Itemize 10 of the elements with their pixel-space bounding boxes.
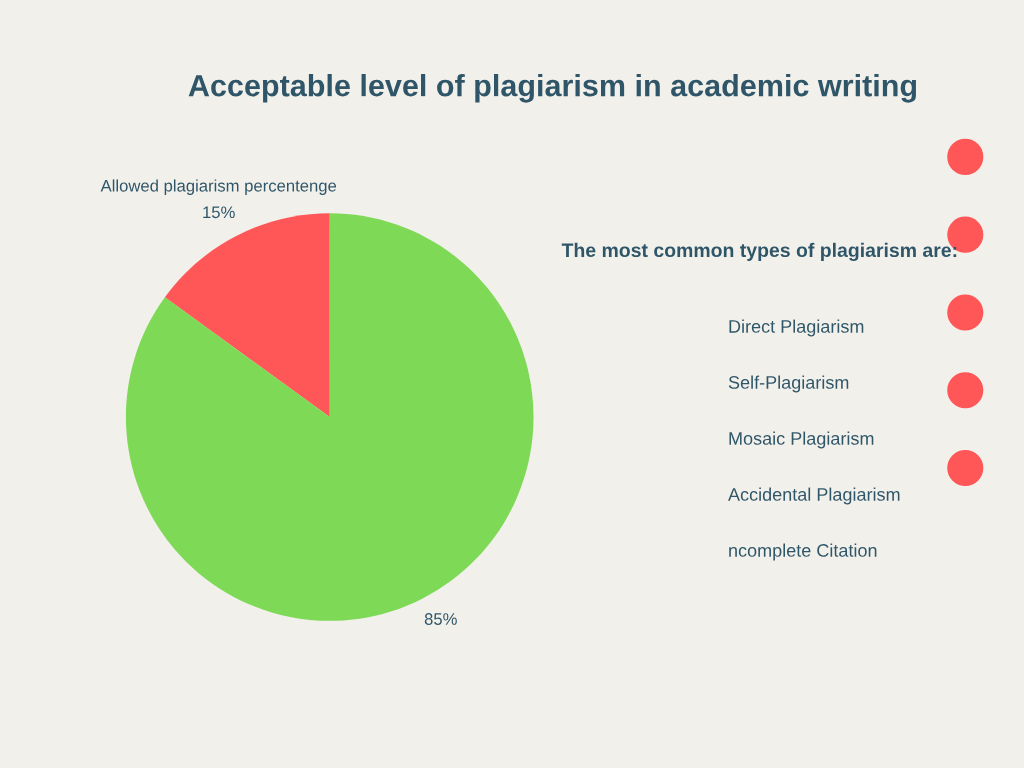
data-label: 15% [203,206,235,219]
text: Mosaic Plagiarism [729,431,874,449]
slice-label: Allowed plagiarism percentenge [100,179,337,195]
text: Accidental Plagiarism [728,487,900,505]
text: Direct Plagiarism [729,319,864,337]
text: ncomplete Citation [729,543,877,561]
text: The most common types of plagiarism are: [561,242,957,262]
text: Self-Plagiarism [728,375,849,393]
chart-title: Acceptable level of plagiarism in academic writing [188,74,917,103]
data-label: 85% [424,613,457,625]
